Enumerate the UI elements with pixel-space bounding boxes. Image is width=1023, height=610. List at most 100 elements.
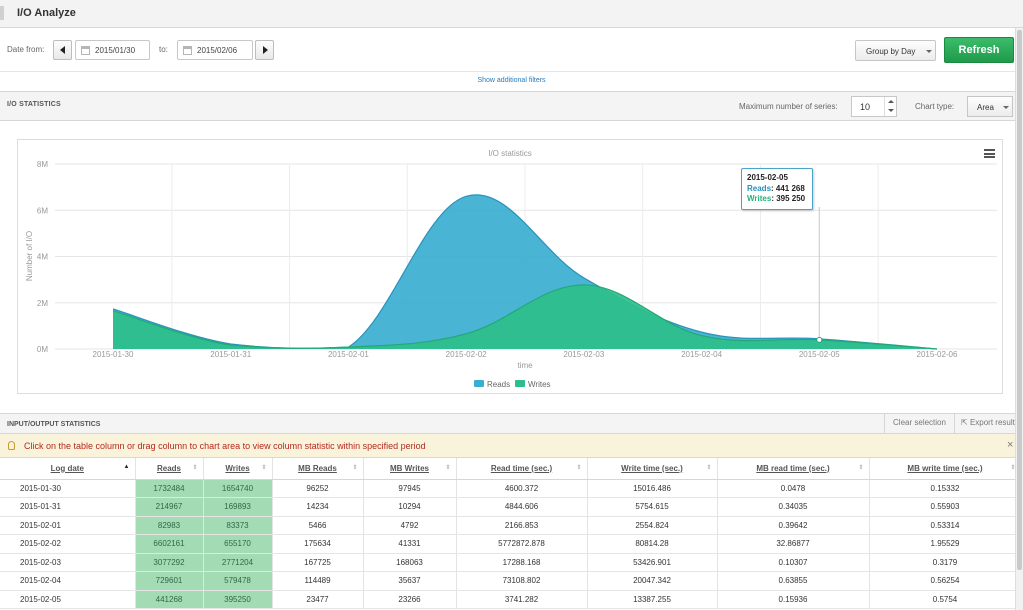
table-cell[interactable]: 441268 — [135, 590, 204, 609]
group-by-select[interactable]: Group by Day — [855, 40, 936, 61]
table-cell[interactable]: 0.10307 — [717, 553, 870, 572]
table-cell[interactable]: 0.15936 — [717, 590, 870, 609]
table-cell[interactable]: 2015-02-03 — [0, 553, 136, 572]
column-header-0[interactable]: Log date ▲ — [0, 458, 136, 480]
table-cell[interactable]: 13387.255 — [587, 590, 718, 609]
table-cell[interactable]: 169893 — [203, 497, 273, 517]
table-cell[interactable]: 5754.615 — [587, 497, 718, 517]
table-cell[interactable]: 2015-02-01 — [0, 516, 136, 535]
spin-down-icon[interactable] — [888, 109, 894, 112]
table-row[interactable]: 2015-02-01 82983 83373 5466 4792 2166.853 2554… — [0, 516, 1022, 535]
table-cell[interactable]: 23477 — [272, 590, 364, 609]
table-cell[interactable]: 6602161 — [135, 534, 204, 554]
table-cell[interactable]: 0.53314 — [869, 516, 1022, 535]
table-cell[interactable]: 0.34035 — [717, 497, 870, 517]
sort-icon[interactable]: ⇕ — [706, 465, 712, 471]
table-row[interactable]: 2015-02-05 441268 395250 23477 23266 3741.282… — [0, 590, 1022, 609]
table-cell[interactable]: 0.0478 — [717, 479, 870, 498]
column-header-4[interactable]: MB Writes ⇕ — [363, 458, 457, 480]
table-row[interactable]: 2015-01-31 214967 169893 14234 10294 4844.606… — [0, 497, 1022, 517]
chart-type-select[interactable]: Area — [967, 96, 1013, 117]
clear-selection-button[interactable]: Clear selection — [884, 413, 954, 434]
table-cell[interactable]: 0.15332 — [869, 479, 1022, 498]
table-cell[interactable]: 35637 — [363, 571, 457, 591]
table-cell[interactable]: 1654740 — [203, 479, 273, 498]
show-additional-filters-link[interactable]: Show additional filters — [477, 77, 546, 84]
table-cell[interactable]: 0.39642 — [717, 516, 870, 535]
sort-icon[interactable]: ⇕ — [445, 465, 451, 471]
close-icon[interactable]: × — [1007, 439, 1014, 451]
spin-up-icon[interactable] — [888, 100, 894, 103]
table-cell[interactable]: 82983 — [135, 516, 204, 535]
sort-icon[interactable]: ⇕ — [192, 465, 198, 471]
table-cell[interactable]: 3077292 — [135, 553, 204, 572]
table-cell[interactable]: 53426.901 — [587, 553, 718, 572]
table-cell[interactable]: 5772872.878 — [456, 534, 588, 554]
column-header-5[interactable]: Read time (sec.) ⇕ — [456, 458, 588, 480]
table-cell[interactable]: 73108.802 — [456, 571, 588, 591]
table-cell[interactable]: 3741.282 — [456, 590, 588, 609]
table-cell[interactable]: 2015-02-02 — [0, 534, 136, 554]
table-cell[interactable]: 214967 — [135, 497, 204, 517]
table-cell[interactable]: 168063 — [363, 553, 457, 572]
table-row[interactable]: 2015-02-02 6602161 655170 175634 41331 577287… — [0, 534, 1022, 554]
table-cell[interactable]: 4792 — [363, 516, 457, 535]
table-cell[interactable]: 0.3179 — [869, 553, 1022, 572]
column-header-1[interactable]: Reads ⇕ — [135, 458, 204, 480]
table-cell[interactable]: 2166.853 — [456, 516, 588, 535]
column-header-8[interactable]: MB write time (sec.) ⇕ — [869, 458, 1022, 480]
table-cell[interactable]: 1732484 — [135, 479, 204, 498]
date-to-input[interactable]: 2015/02/06 — [177, 40, 253, 60]
table-cell[interactable]: 0.55903 — [869, 497, 1022, 517]
sort-asc-icon[interactable]: ▲ — [123, 464, 130, 470]
column-header-3[interactable]: MB Reads ⇕ — [272, 458, 364, 480]
max-series-input[interactable]: 10 — [851, 96, 897, 117]
table-cell[interactable]: 41331 — [363, 534, 457, 554]
table-cell[interactable]: 20047.342 — [587, 571, 718, 591]
sort-icon[interactable]: ⇕ — [858, 465, 864, 471]
sort-icon[interactable]: ⇕ — [261, 465, 267, 471]
table-cell[interactable]: 10294 — [363, 497, 457, 517]
table-cell[interactable]: 2771204 — [203, 553, 273, 572]
table-cell[interactable]: 2015-01-31 — [0, 497, 136, 517]
table-row[interactable]: 2015-01-30 1732484 1654740 96252 97945 4600.3… — [0, 479, 1022, 498]
table-cell[interactable]: 14234 — [272, 497, 364, 517]
scrollbar-thumb[interactable] — [1017, 30, 1022, 570]
table-cell[interactable]: 80814.28 — [587, 534, 718, 554]
table-cell[interactable]: 655170 — [203, 534, 273, 554]
table-cell[interactable]: 579478 — [203, 571, 273, 591]
scrollbar[interactable] — [1015, 28, 1023, 610]
refresh-button[interactable]: Refresh — [944, 37, 1014, 63]
column-header-2[interactable]: Writes ⇕ — [203, 458, 273, 480]
prev-date-button[interactable] — [53, 40, 72, 60]
spinner[interactable] — [884, 97, 896, 116]
export-results-button[interactable]: ⇱ Export results — [954, 413, 1023, 434]
table-cell[interactable]: 5466 — [272, 516, 364, 535]
table-cell[interactable]: 729601 — [135, 571, 204, 591]
table-cell[interactable]: 4600.372 — [456, 479, 588, 498]
table-cell[interactable]: 97945 — [363, 479, 457, 498]
table-cell[interactable]: 0.5754 — [869, 590, 1022, 609]
sort-icon[interactable]: ⇕ — [576, 465, 582, 471]
sort-icon[interactable]: ⇕ — [352, 465, 358, 471]
table-cell[interactable]: 0.63855 — [717, 571, 870, 591]
date-from-input[interactable]: 2015/01/30 — [75, 40, 150, 60]
table-cell[interactable]: 17288.168 — [456, 553, 588, 572]
sort-icon[interactable]: ⇕ — [1010, 465, 1016, 471]
table-cell[interactable]: 2554.824 — [587, 516, 718, 535]
table-cell[interactable]: 2015-02-04 — [0, 571, 136, 591]
column-header-7[interactable]: MB read time (sec.) ⇕ — [717, 458, 870, 480]
table-cell[interactable]: 2015-01-30 — [0, 479, 136, 498]
table-cell[interactable]: 15016.486 — [587, 479, 718, 498]
table-cell[interactable]: 4844.606 — [456, 497, 588, 517]
table-cell[interactable]: 23266 — [363, 590, 457, 609]
table-cell[interactable]: 83373 — [203, 516, 273, 535]
next-date-button[interactable] — [255, 40, 274, 60]
table-cell[interactable]: 1.95529 — [869, 534, 1022, 554]
table-row[interactable]: 2015-02-03 3077292 2771204 167725 168063 1728… — [0, 553, 1022, 572]
table-cell[interactable]: 0.56254 — [869, 571, 1022, 591]
table-cell[interactable]: 175634 — [272, 534, 364, 554]
table-cell[interactable]: 114489 — [272, 571, 364, 591]
table-row[interactable]: 2015-02-04 729601 579478 114489 35637 73108.8… — [0, 571, 1022, 591]
table-cell[interactable]: 395250 — [203, 590, 273, 609]
